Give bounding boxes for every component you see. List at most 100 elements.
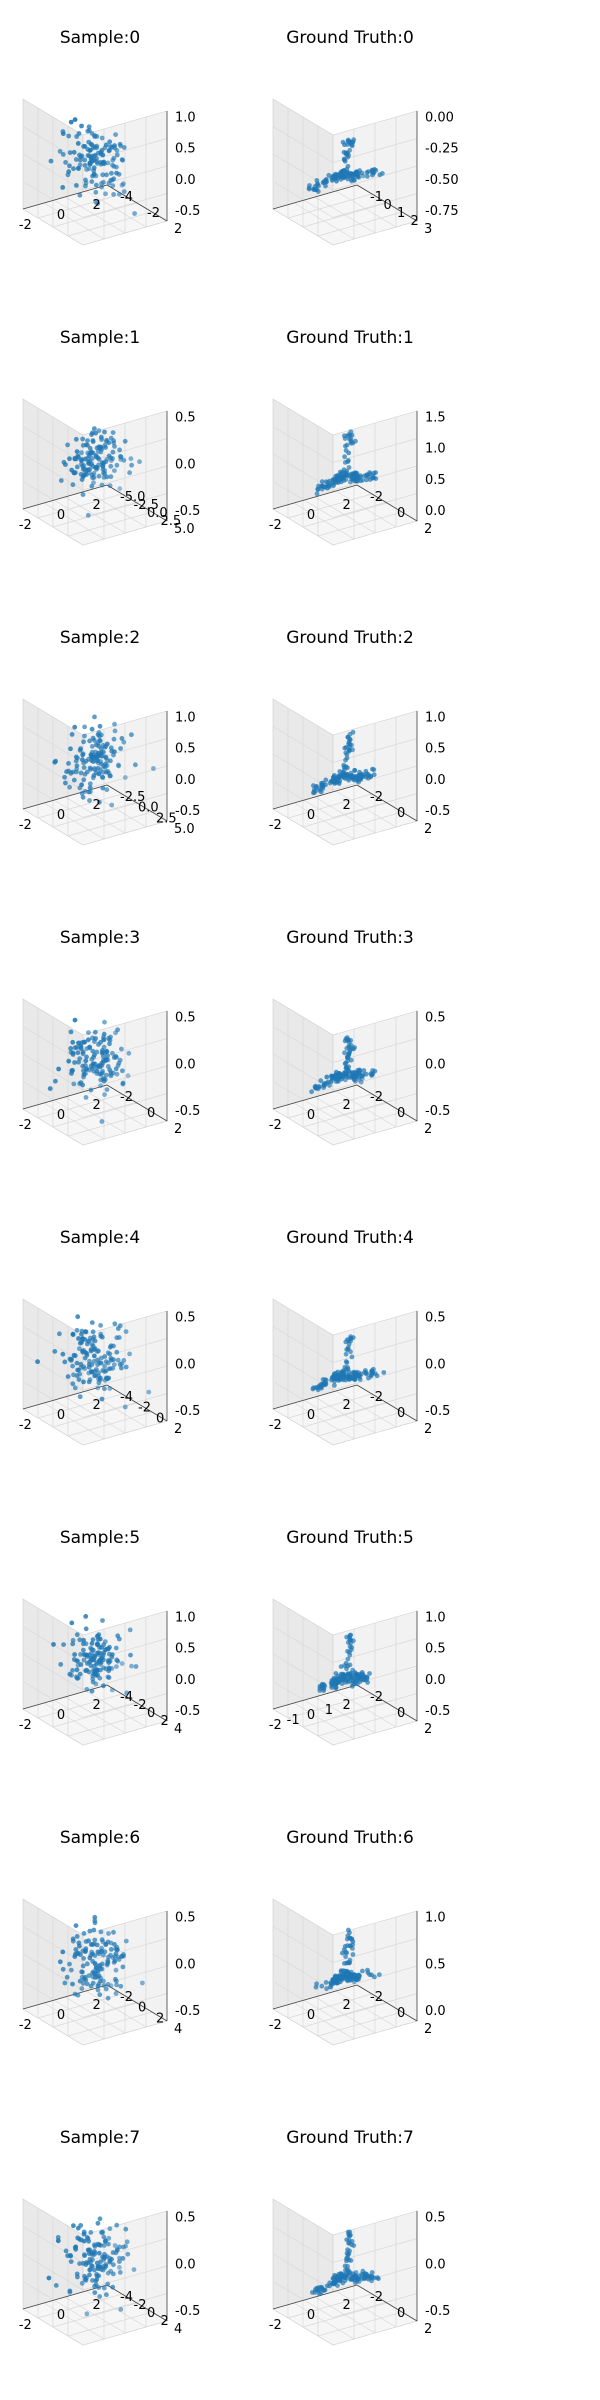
x-tick-label: 0: [57, 2008, 65, 2023]
scatter-points: [306, 137, 385, 194]
scatter-point: [66, 169, 72, 175]
y-tick-label: -2: [134, 2298, 147, 2313]
scatter-point: [84, 2235, 90, 2240]
scatter-point: [80, 436, 86, 442]
y-tick-label: -2: [370, 490, 383, 505]
scatter-point: [93, 1965, 99, 1971]
scatter-point: [109, 2256, 114, 2262]
scatter-point: [67, 456, 72, 462]
scatter-point: [353, 1973, 359, 1978]
scatter-points: [317, 1632, 372, 1693]
scatter-point: [111, 1929, 116, 1935]
y-tick-label: -4: [120, 190, 133, 205]
scatter-point: [124, 1690, 130, 1696]
y-tick-label: -4: [120, 1690, 133, 1705]
scatter-point: [101, 1078, 107, 1084]
scatter-point: [107, 1386, 113, 1391]
scatter-point: [79, 791, 85, 796]
scatter-point: [106, 1036, 111, 1041]
axes: [272, 711, 418, 822]
scatter-point: [74, 464, 80, 470]
scatter-point: [83, 1668, 89, 1674]
scatter-point: [328, 1984, 333, 1990]
scatter-point: [367, 1671, 372, 1676]
scatter-point: [93, 189, 99, 195]
scatter-point: [86, 2251, 92, 2256]
scatter-point: [114, 1664, 119, 1669]
scatter-point: [344, 1977, 350, 1983]
scatter-point: [77, 1637, 83, 1643]
scatter-point: [91, 1061, 96, 1067]
scatter-point: [95, 2220, 101, 2226]
scatter-point: [71, 1352, 77, 1358]
scatter-point: [70, 1641, 76, 1647]
scatter-point: [63, 2248, 69, 2254]
scatter-points: [35, 1314, 152, 1410]
scatter-point: [82, 1974, 88, 1980]
z-tick-label: 1.0: [425, 1611, 446, 1626]
scatter-point: [115, 1027, 120, 1033]
scatter-point: [94, 1068, 100, 1074]
plot-13: Ground Truth:6 1.0 0.5 0.0 2 0 -2 -2 0 2: [269, 1828, 446, 2046]
scatter-point: [87, 2272, 92, 2278]
plot-title: Ground Truth:4: [286, 1228, 414, 1248]
y-tick-label: 2: [156, 2011, 164, 2026]
scatter-point: [82, 163, 88, 168]
scatter-point: [68, 1029, 74, 1035]
z-tick-label: 0.0: [425, 773, 446, 788]
scatter-point: [103, 754, 108, 760]
z-tick-label: 0.5: [175, 411, 196, 426]
scatter-point: [307, 183, 312, 188]
y-tick-label: 2: [161, 1714, 169, 1729]
scatter-point: [90, 1637, 96, 1642]
scatter-point: [86, 1973, 92, 1978]
scatter-point: [323, 777, 329, 783]
scatter-point: [66, 1058, 72, 1064]
scatter-point: [72, 1652, 77, 1657]
scatter-point: [77, 1394, 83, 1400]
scatter-point: [106, 1931, 111, 1936]
scatter-point: [56, 1066, 61, 1072]
scatter-point: [67, 784, 72, 790]
scatter-point: [328, 1079, 334, 1084]
y-tick-label: -2: [147, 206, 160, 221]
axes: [272, 111, 418, 222]
x-tick-label: 0: [307, 1108, 315, 1123]
scatter-point: [359, 1670, 365, 1675]
y-tick-label: 4: [174, 1722, 182, 1737]
z-tick-label: 0.0: [175, 1957, 196, 1972]
scatter-point: [114, 1982, 119, 1988]
plot-title: Sample:2: [60, 628, 140, 648]
scatter-point: [72, 1991, 78, 1997]
grid: [22, 1608, 168, 1740]
scatter-point: [358, 1073, 364, 1079]
scatter-point: [354, 1671, 359, 1677]
plot-8: Sample:40.50.0-0.520-2-4-202: [19, 1228, 200, 1446]
scatter-point: [90, 1942, 95, 1947]
scatter-point: [79, 1986, 85, 1991]
scatter-point: [79, 450, 84, 456]
x-tick-label: -2: [19, 218, 32, 233]
scatter-point: [118, 2307, 124, 2312]
scatter-point: [72, 1385, 78, 1391]
scatter-point: [92, 2290, 98, 2295]
scatter-point: [83, 442, 89, 448]
x-tick-label: 0: [57, 208, 65, 223]
scatter-point: [112, 1942, 117, 1947]
z-tick-label: 0.5: [175, 2211, 196, 2226]
scatter-point: [68, 119, 74, 125]
scatter-point: [121, 457, 127, 463]
scatter-point: [103, 142, 109, 148]
scatter-point: [101, 2234, 107, 2240]
scatter-point: [70, 1638, 76, 1643]
x-tick-label: 2: [343, 2298, 351, 2313]
scatter-point: [71, 1081, 77, 1087]
scatter-point: [89, 2263, 94, 2269]
y-tick-label: -2: [138, 1401, 151, 1416]
x-tick-label: -2: [269, 818, 282, 833]
scatter-point: [371, 772, 377, 778]
scatter-point: [79, 1331, 84, 1337]
scatter-point: [127, 1351, 132, 1357]
scatter-point: [70, 1381, 76, 1387]
